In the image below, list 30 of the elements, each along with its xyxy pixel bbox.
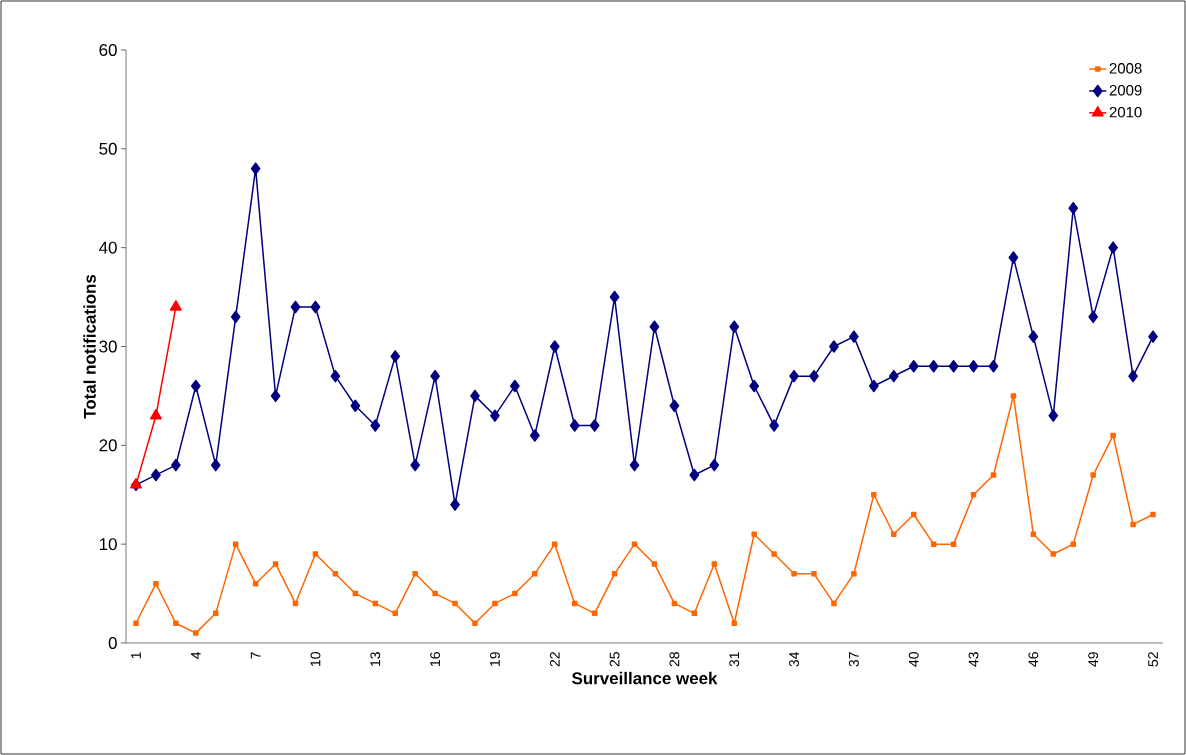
x-tick-label: 43 — [968, 652, 979, 667]
y-tick-label: 10 — [99, 538, 117, 551]
y-axis-title: Total notifications — [83, 274, 96, 419]
x-tick-label: 4 — [191, 651, 201, 659]
legend-label: 2008 — [1109, 63, 1142, 74]
x-tick-label: 28 — [669, 652, 680, 667]
x-tick-label: 10 — [310, 652, 321, 666]
y-tick-label: 50 — [99, 142, 117, 155]
x-tick-label: 1 — [131, 652, 141, 659]
x-tick-label: 40 — [908, 652, 919, 667]
x-tick-label: 34 — [789, 651, 799, 667]
y-tick-label: 30 — [99, 340, 117, 353]
x-tick-label: 52 — [1148, 652, 1158, 667]
y-tick-label: 60 — [99, 43, 117, 56]
x-tick-label: 31 — [729, 652, 740, 667]
legend-label: 2010 — [1109, 106, 1142, 118]
legend-label: 2009 — [1109, 84, 1142, 96]
x-tick-label: 22 — [549, 652, 560, 667]
x-tick-label: 25 — [609, 652, 620, 667]
x-tick-label: 49 — [1088, 652, 1099, 667]
x-tick-label: 37 — [848, 652, 859, 667]
y-tick-label: 0 — [108, 636, 117, 649]
x-tick-label: 19 — [489, 652, 500, 666]
x-tick-label: 13 — [370, 652, 381, 666]
y-tick-label: 20 — [99, 439, 117, 452]
x-tick-label: 16 — [430, 652, 441, 666]
x-tick-label: 46 — [1028, 652, 1039, 667]
x-axis-title: Surveillance week — [572, 671, 718, 685]
x-tick-label: 7 — [250, 652, 261, 659]
y-tick-label: 40 — [99, 241, 117, 254]
